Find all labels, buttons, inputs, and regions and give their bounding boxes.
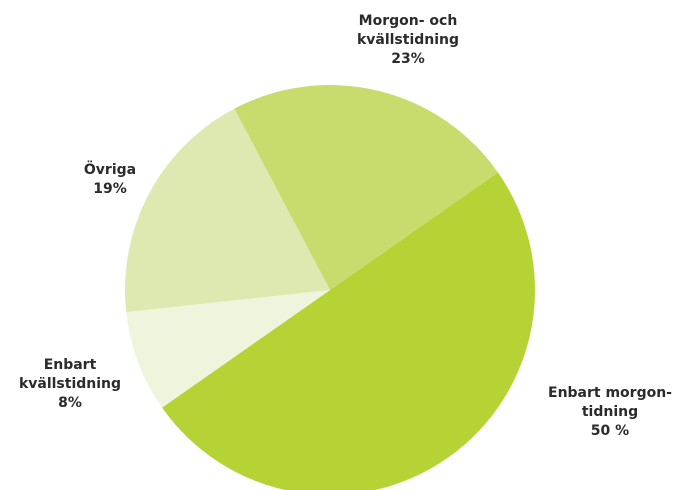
slice-label: Morgon- och kvällstidning 23% (343, 12, 473, 69)
category-name: Övriga (83, 162, 137, 178)
pie-slice (126, 290, 330, 408)
category-name: Morgon- och kvällstidning (356, 13, 460, 48)
pie-slice (125, 108, 330, 313)
slice-label: Enbart kvällstidning 8% (10, 356, 130, 413)
value-label: 50 % (590, 423, 630, 439)
category-name: Enbart morgon-tidning (548, 385, 672, 420)
slice-label: Övriga 19% (60, 161, 160, 199)
pie-slice (234, 84, 498, 290)
value-label: 23% (391, 51, 425, 67)
category-name: Enbart kvällstidning (18, 357, 122, 392)
slice-label: Enbart morgon-tidning 50 % (545, 384, 675, 441)
pie-slice (162, 172, 535, 490)
value-label: 19% (93, 181, 127, 197)
value-label: 8% (58, 395, 82, 411)
